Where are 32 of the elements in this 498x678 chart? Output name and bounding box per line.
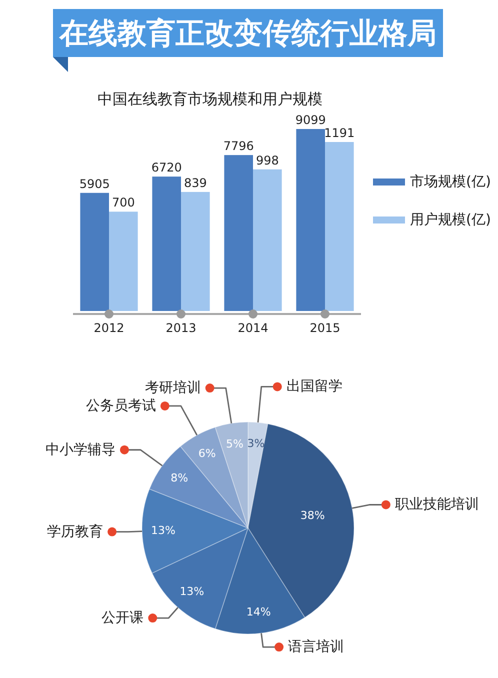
data-label: 13% xyxy=(180,585,204,598)
slice-label: 公开课 xyxy=(102,610,144,626)
data-label: 5905 xyxy=(79,176,110,191)
slice-label: 语言培训 xyxy=(288,639,344,656)
data-label: 6% xyxy=(198,447,216,460)
data-label: 6720 xyxy=(151,160,182,175)
data-label: 5% xyxy=(226,438,244,451)
data-label: 839 xyxy=(184,176,207,190)
data-label: 9099 xyxy=(295,113,326,127)
chart-title: 在线教育正改变传统行业格局 xyxy=(58,16,436,50)
data-label: 38% xyxy=(300,509,325,522)
data-label: 998 xyxy=(256,153,279,168)
slice-label: 公务员考试 xyxy=(86,398,156,414)
x-tick-label: 2013 xyxy=(166,321,196,335)
data-label: 8% xyxy=(170,472,188,485)
x-tick-label: 2012 xyxy=(94,321,124,335)
slice-label: 考研培训 xyxy=(144,380,201,396)
slice-label: 学历教育 xyxy=(47,522,104,540)
slice-label: 出国留学 xyxy=(286,378,342,395)
data-label: 13% xyxy=(151,524,176,538)
data-label: 14% xyxy=(246,606,271,619)
slice-label: 中小学辅导 xyxy=(45,442,116,458)
data-label: 3% xyxy=(247,437,265,450)
slice-label: 职业技能培训 xyxy=(394,496,479,513)
data-label: 700 xyxy=(112,196,135,210)
x-tick-label: 2015 xyxy=(310,321,340,335)
data-label: 1191 xyxy=(324,126,355,140)
legend-label: 市场规模(亿) xyxy=(410,174,491,190)
x-tick-label: 2014 xyxy=(238,321,268,335)
chart-subtitle: 中国在线教育市场规模和用户规模 xyxy=(98,90,322,108)
legend-label: 用户规模(亿) xyxy=(410,212,491,228)
data-label: 7796 xyxy=(223,139,254,154)
